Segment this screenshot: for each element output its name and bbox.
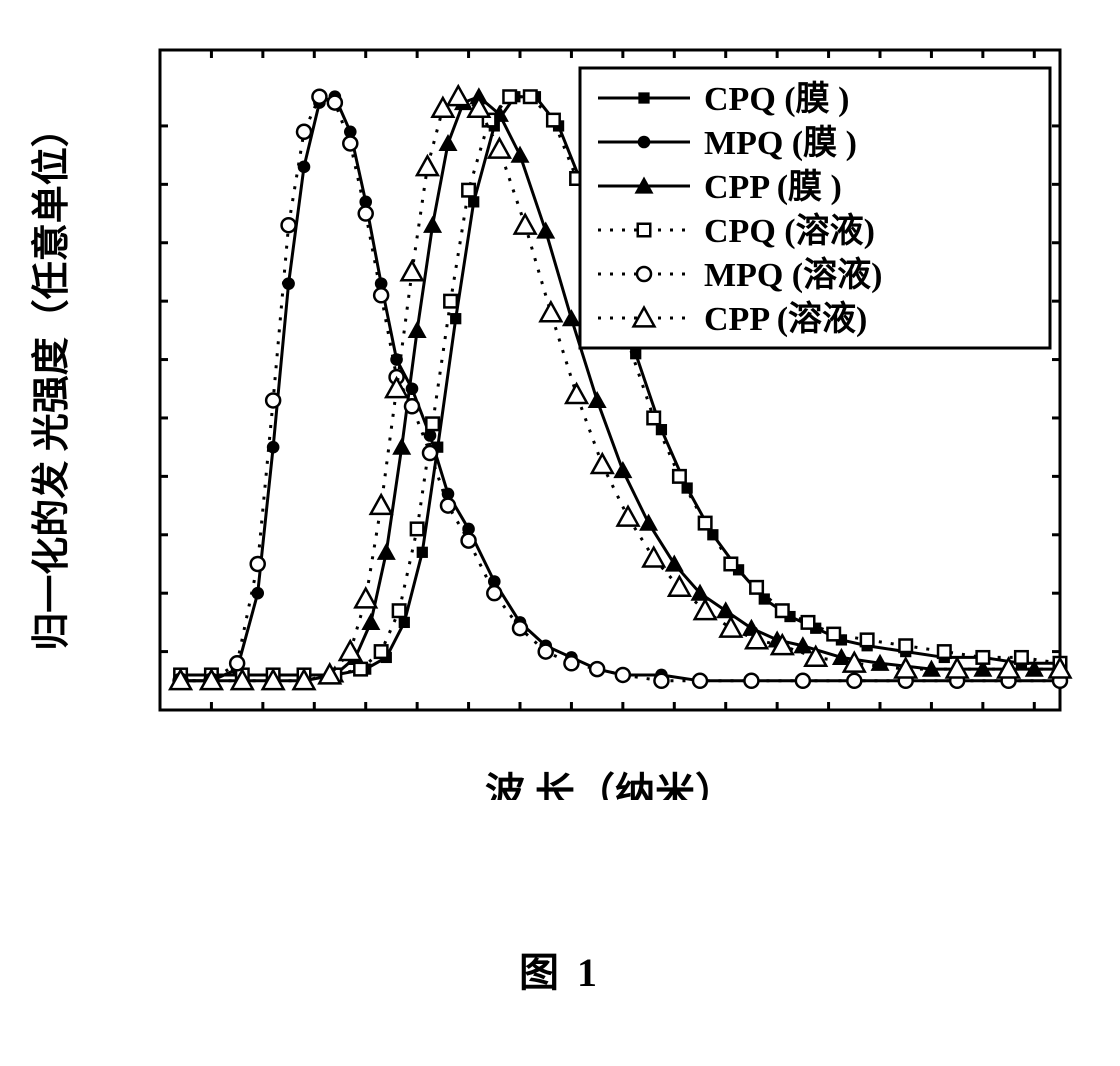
figure-caption: 图 1 [20,940,1100,998]
emission-spectrum-chart: 波 长（纳米） 归一化的发 光强度（任意单位） CPQ (膜 ) MPQ (膜 ) CP… [20,20,1100,800]
svg-text:CPQ (膜 ): CPQ (膜 ) [704,80,849,118]
svg-text:CPP (膜 ): CPP (膜 ) [704,168,842,206]
svg-text:归一化的发 光强度（任意单位）: 归一化的发 光强度（任意单位） [31,109,73,651]
svg-text:波 长（纳米）: 波 长（纳米） [485,770,735,800]
svg-text:CPQ (溶液): CPQ (溶液) [704,212,875,250]
svg-text:MPQ (膜 ): MPQ (膜 ) [704,124,857,162]
svg-text:MPQ (溶液): MPQ (溶液) [704,256,882,294]
svg-text:CPP (溶液): CPP (溶液) [704,300,867,338]
chart-container: 波 长（纳米） 归一化的发 光强度（任意单位） CPQ (膜 ) MPQ (膜 ) CP… [20,20,1100,1046]
